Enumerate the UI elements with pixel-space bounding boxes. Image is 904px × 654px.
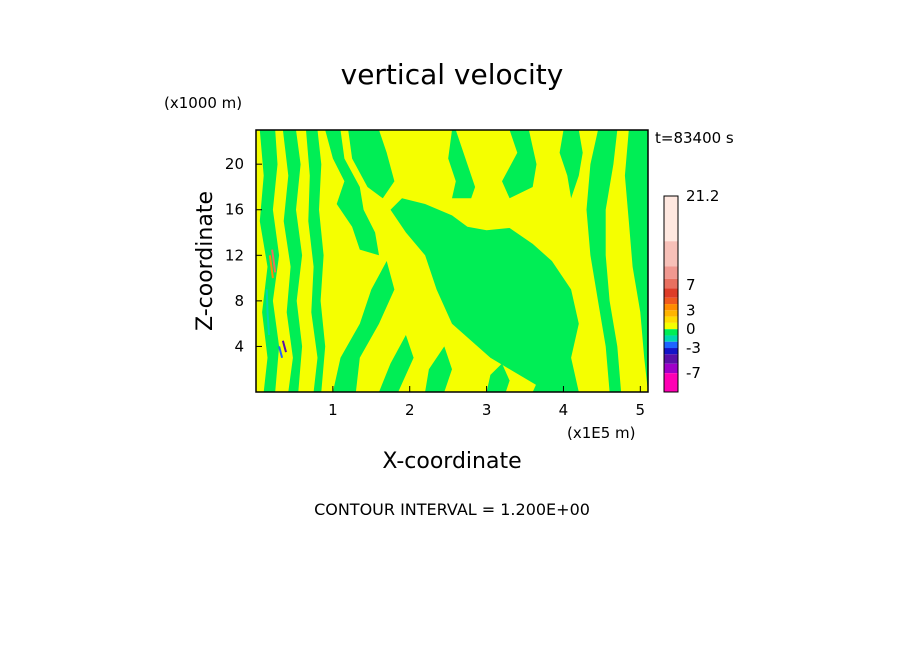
colorbar-swatch xyxy=(664,341,678,349)
y-tick-label: 8 xyxy=(234,292,244,310)
y-axis-label: Z-coordinate xyxy=(193,191,218,331)
field-region xyxy=(448,130,476,199)
colorbar-swatch xyxy=(664,322,678,330)
x-axis-label: X-coordinate xyxy=(382,449,521,474)
colorbar-label: 0 xyxy=(686,320,696,338)
y-tick-label: 20 xyxy=(225,155,244,173)
colorbar-swatch xyxy=(664,329,678,336)
contour-streak xyxy=(278,346,284,359)
x-tick-label: 5 xyxy=(636,401,646,419)
field-region xyxy=(390,198,579,392)
chart-title: vertical velocity xyxy=(341,58,564,91)
colorbar-swatch xyxy=(664,310,678,317)
contour-streak xyxy=(281,340,287,353)
contour-streak xyxy=(265,289,271,336)
contour-streak xyxy=(271,249,277,273)
colorbar-label: -7 xyxy=(686,364,701,382)
y-tick-label: 4 xyxy=(234,337,244,355)
contour-interval: CONTOUR INTERVAL = 1.200E+00 xyxy=(314,500,590,519)
x-axis-ticks: 1 2 3 4 5 xyxy=(328,386,645,419)
y-axis-unit: (x1000 m) xyxy=(164,94,242,112)
colorbar: 21.2 7 30-3 -7 xyxy=(663,187,719,393)
y-tick-label: 16 xyxy=(225,201,244,219)
field-region xyxy=(306,130,326,392)
colorbar-swatch xyxy=(664,373,678,392)
field-region xyxy=(502,130,537,199)
field-region xyxy=(348,130,395,199)
x-axis-unit: (x1E5 m) xyxy=(567,424,636,442)
field-region xyxy=(486,363,510,392)
contour-streak xyxy=(268,255,274,279)
field-region xyxy=(624,130,648,392)
field-lines xyxy=(265,249,287,359)
colorbar-swatch xyxy=(664,348,678,355)
field-region xyxy=(259,130,280,392)
colorbar-frame xyxy=(663,195,679,393)
colorbar-label: 21.2 xyxy=(686,187,719,205)
colorbar-swatch xyxy=(664,354,678,364)
field-region xyxy=(586,130,622,392)
colorbar-label: 7 xyxy=(686,276,696,294)
field-regions xyxy=(259,130,648,392)
colorbar-swatch xyxy=(664,266,678,279)
field-region xyxy=(559,130,583,199)
colorbar-label: 3 xyxy=(686,301,696,319)
y-axis-ticks: 4 8 12 16 20 xyxy=(225,155,262,355)
x-tick-label: 3 xyxy=(482,401,492,419)
colorbar-swatch xyxy=(664,363,678,374)
colorbar-swatch xyxy=(664,196,678,242)
y-tick-label: 12 xyxy=(225,246,244,264)
colorbar-swatch xyxy=(664,241,678,267)
field-region xyxy=(532,374,552,392)
x-tick-label: 1 xyxy=(328,401,338,419)
field-region xyxy=(425,346,452,392)
colorbar-swatch xyxy=(664,297,678,305)
time-label: t=83400 s xyxy=(655,129,734,147)
field-region xyxy=(282,130,303,392)
plot-area xyxy=(255,129,649,393)
plot-frame xyxy=(255,129,649,393)
x-tick-label: 2 xyxy=(405,401,415,419)
field-region xyxy=(379,335,414,392)
colorbar-swatch xyxy=(664,335,678,342)
colorbar-swatch xyxy=(664,288,678,298)
x-tick-label: 4 xyxy=(559,401,569,419)
colorbar-label: -3 xyxy=(686,339,701,357)
field-region xyxy=(325,130,379,256)
colorbar-swatch xyxy=(664,278,678,289)
colorbar-swatch xyxy=(664,316,678,323)
colorbar-swatch xyxy=(664,304,678,311)
field-region xyxy=(332,261,395,392)
